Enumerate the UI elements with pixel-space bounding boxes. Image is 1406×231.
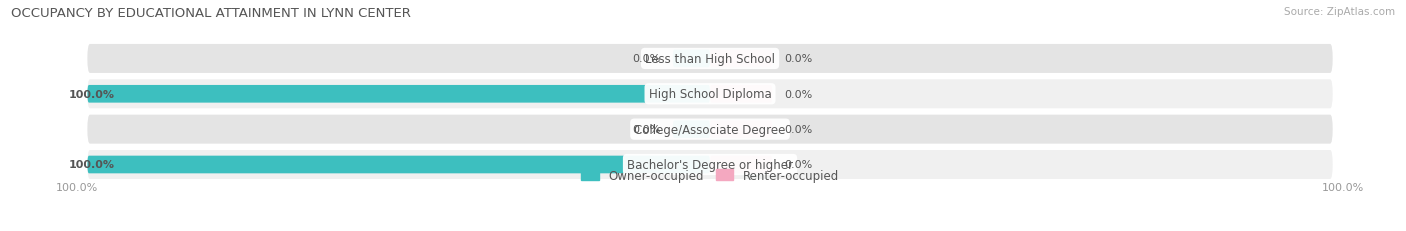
FancyBboxPatch shape — [672, 50, 710, 68]
Legend: Owner-occupied, Renter-occupied: Owner-occupied, Renter-occupied — [576, 164, 844, 186]
Text: 100.0%: 100.0% — [69, 160, 115, 170]
FancyBboxPatch shape — [710, 50, 772, 68]
FancyBboxPatch shape — [87, 156, 710, 173]
FancyBboxPatch shape — [710, 121, 772, 138]
FancyBboxPatch shape — [87, 150, 1333, 179]
Text: College/Associate Degree: College/Associate Degree — [634, 123, 786, 136]
Text: 0.0%: 0.0% — [785, 54, 813, 64]
Text: Less than High School: Less than High School — [645, 53, 775, 66]
Text: 100.0%: 100.0% — [69, 89, 115, 99]
Text: 0.0%: 0.0% — [785, 160, 813, 170]
FancyBboxPatch shape — [87, 85, 710, 103]
FancyBboxPatch shape — [672, 121, 710, 138]
Text: 0.0%: 0.0% — [785, 89, 813, 99]
FancyBboxPatch shape — [710, 85, 772, 103]
FancyBboxPatch shape — [710, 156, 772, 173]
FancyBboxPatch shape — [87, 45, 1333, 74]
FancyBboxPatch shape — [87, 115, 1333, 144]
Text: 100.0%: 100.0% — [1322, 183, 1364, 193]
Text: High School Diploma: High School Diploma — [648, 88, 772, 101]
Text: 0.0%: 0.0% — [631, 125, 661, 135]
Text: Source: ZipAtlas.com: Source: ZipAtlas.com — [1284, 7, 1395, 17]
Text: 100.0%: 100.0% — [56, 183, 98, 193]
Text: 0.0%: 0.0% — [631, 54, 661, 64]
FancyBboxPatch shape — [87, 80, 1333, 109]
Text: 0.0%: 0.0% — [785, 125, 813, 135]
Text: Bachelor's Degree or higher: Bachelor's Degree or higher — [627, 158, 793, 171]
Text: OCCUPANCY BY EDUCATIONAL ATTAINMENT IN LYNN CENTER: OCCUPANCY BY EDUCATIONAL ATTAINMENT IN L… — [11, 7, 411, 20]
